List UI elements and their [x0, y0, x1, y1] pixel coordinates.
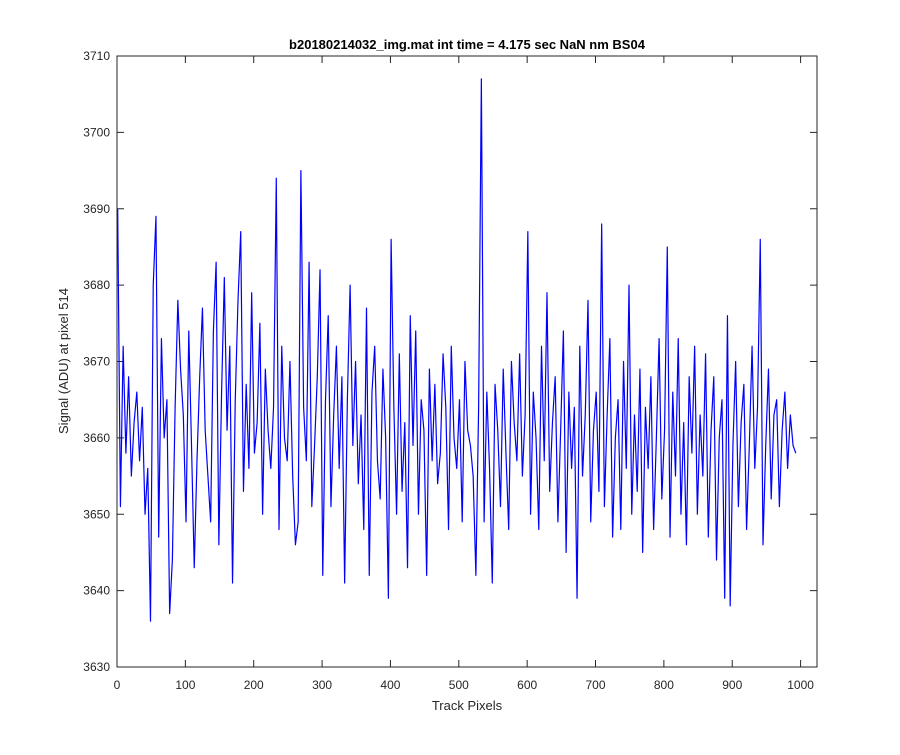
x-tick-label: 500 — [449, 678, 469, 692]
x-tick-label: 100 — [175, 678, 195, 692]
x-tick-label: 1000 — [787, 678, 814, 692]
y-tick-label: 3670 — [83, 355, 110, 369]
y-axis-label: Signal (ADU) at pixel 514 — [56, 288, 71, 434]
y-tick-label: 3630 — [83, 660, 110, 674]
x-tick-label: 800 — [654, 678, 674, 692]
tick-marks — [116, 55, 817, 668]
axes-box — [116, 55, 818, 668]
chart-title: b20180214032_img.mat int time = 4.175 se… — [289, 37, 646, 52]
x-tick-label: 600 — [517, 678, 537, 692]
y-tick-label: 3660 — [83, 431, 110, 445]
signal-series-line — [117, 78, 797, 622]
x-tick-label: 0 — [114, 678, 121, 692]
x-tick-label: 200 — [244, 678, 264, 692]
x-tick-labels: 0 100 200 300 400 500 600 700 800 900 1000 — [114, 678, 815, 692]
x-tick-label: 900 — [722, 678, 742, 692]
x-tick-label: 400 — [380, 678, 400, 692]
y-tick-labels: 3630 3640 3650 3660 3670 3680 3690 3700 3710 — [83, 49, 110, 674]
y-tick-label: 3690 — [83, 202, 110, 216]
y-tick-label: 3640 — [83, 584, 110, 598]
y-tick-label: 3700 — [83, 125, 110, 139]
plot-area-background — [117, 56, 817, 667]
x-tick-label: 300 — [312, 678, 332, 692]
x-axis-label: Track Pixels — [432, 698, 503, 713]
y-tick-label: 3650 — [83, 507, 110, 521]
y-tick-label: 3710 — [83, 49, 110, 63]
y-tick-label: 3680 — [83, 278, 110, 292]
x-tick-label: 700 — [586, 678, 606, 692]
